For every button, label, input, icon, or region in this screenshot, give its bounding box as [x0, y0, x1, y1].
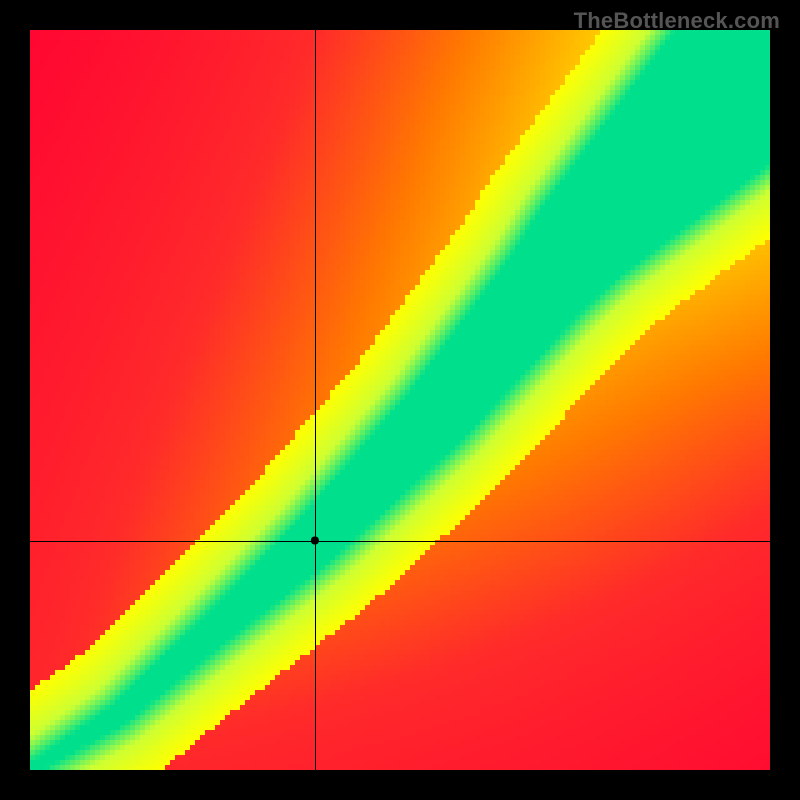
chart-container: { "title": "TheBottleneck.com", "title_f…: [0, 0, 800, 800]
watermark-text: TheBottleneck.com: [574, 8, 780, 34]
crosshair-overlay: [0, 0, 800, 800]
